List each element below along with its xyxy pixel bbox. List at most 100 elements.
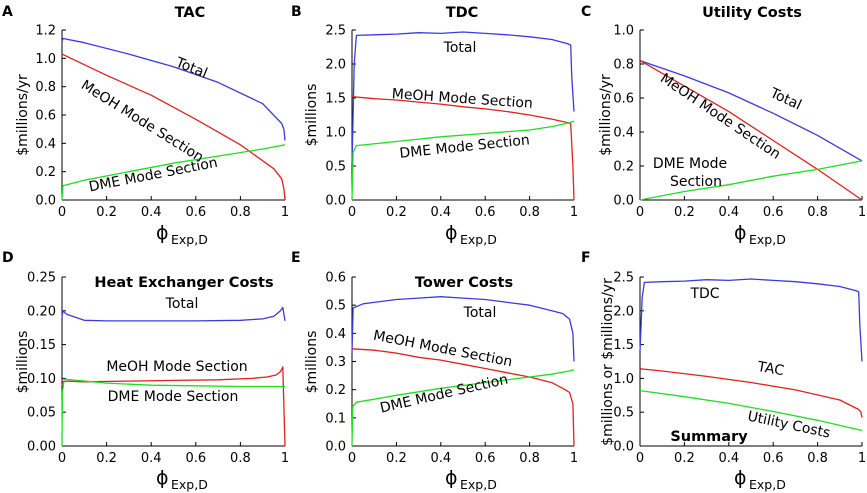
x-tick-label: 0.2 (386, 205, 407, 220)
x-axis-label-subscript: Exp,D (460, 477, 497, 492)
x-axis-label-symbol: ϕ (445, 467, 458, 489)
x-tick-label: 0.2 (674, 205, 695, 220)
y-tick-label: 1.0 (35, 52, 56, 67)
series-line-meoh-mode-section (351, 348, 575, 447)
panel-e: E Tower Costs $millions 0.00.10.20.30.40… (291, 250, 578, 492)
y-tick-label: 0.00 (27, 440, 56, 455)
x-tick-label: 0.8 (230, 205, 251, 220)
series-line-dme-mode-section (351, 369, 575, 447)
x-tick-label: 1 (858, 451, 866, 466)
panel-letter: D (2, 250, 14, 266)
x-tick-label: 0.4 (718, 451, 739, 466)
series-line-dme-mode-section (61, 378, 285, 447)
y-tick-label: 0.0 (325, 440, 346, 455)
y-tick-label: 1.2 (35, 24, 56, 39)
panel-a: A TAC $millions/yr 0.0 0.2 0.4 0.6 0.8 1.0 1.2… (2, 4, 289, 247)
y-tick-label: 2.5 (613, 271, 634, 286)
annotation-total: Total (767, 85, 804, 114)
y-tick-label: 2.0 (613, 304, 634, 319)
y-axis-label: $millions/yr (598, 74, 614, 156)
y-tick-label: 0.6 (613, 92, 634, 107)
y-tick-label: 0.0 (325, 194, 346, 209)
series-line-total (639, 59, 863, 162)
y-tick-label: 0.0 (35, 194, 56, 209)
series-line-dme-mode-section (639, 160, 863, 201)
series-line-total (61, 306, 286, 322)
y-tick-label: 0.4 (613, 126, 634, 141)
plot-area: 0.00 0.05 0.10 0.15 0.20 0.25 0 0.2 0.4 0.6 0.8 1 (27, 271, 289, 467)
panel-d: D Heat Exchanger Costs $millions 0.000.0… (2, 250, 289, 492)
y-tick-label: 0.1 (325, 411, 346, 426)
y-tick-label: 1.0 (613, 24, 634, 39)
y-tick-label: 0.2 (325, 383, 346, 398)
x-axis-label-symbol: ϕ (445, 222, 458, 244)
x-tick-label: 0.6 (763, 451, 784, 466)
x-tick-label: 0.2 (96, 451, 117, 466)
x-axis-label-subscript: Exp,D (749, 232, 786, 247)
x-tick-label: 0.4 (141, 205, 162, 220)
annotation-total: Total (443, 40, 477, 56)
x-tick-label: 0 (636, 205, 644, 220)
y-tick-label: 0.3 (325, 355, 346, 370)
x-tick-label: 1 (858, 205, 866, 220)
y-tick-label: 0.6 (325, 271, 346, 286)
series-line-tac (639, 368, 863, 418)
x-tick-label: 0.6 (185, 205, 206, 220)
series-line-meoh-mode-section (61, 53, 286, 201)
panel-title: TAC (175, 5, 206, 21)
series-line-dme-mode-section (61, 144, 286, 201)
x-tick-label: 1 (281, 451, 289, 466)
y-tick-label: 0.6 (35, 109, 56, 124)
series-line-utility-costs (639, 389, 863, 432)
plot-area: 0.0 0.2 0.4 0.6 0.8 1.0 0 0.2 0.4 0.6 0.8 1 (613, 24, 866, 221)
x-tick-label: 0 (348, 205, 356, 220)
y-tick-label: 0.0 (613, 440, 634, 455)
series-line-meoh-mode-section (351, 95, 575, 201)
annotation-meoh: MeOH Mode Section (657, 71, 783, 163)
x-tick-label: 1 (281, 205, 289, 220)
y-tick-label: 1.5 (613, 338, 634, 353)
plot-area: 0.0 0.5 1.0 1.5 2.0 2.5 0 0.2 0.4 0.6 0.8 1 (613, 271, 866, 467)
x-axis-label-symbol: ϕ (156, 467, 169, 489)
annotation-dme-line1: DME Mode (653, 156, 727, 172)
annotation-meoh: MeOH Mode Section (106, 359, 247, 375)
x-tick-label: 0.8 (807, 451, 828, 466)
series-line-total (351, 296, 575, 362)
panel-title: Heat Exchanger Costs (94, 275, 273, 291)
y-tick-label: 0.8 (35, 80, 56, 95)
panel-letter: A (2, 4, 13, 20)
x-tick-label: 0 (58, 205, 66, 220)
plot-area: 0.0 0.5 1.0 1.5 2.0 2.5 0 0.2 0.4 0.6 0.8 1 (325, 24, 578, 221)
annotation-total: Total (165, 296, 199, 312)
annotation-dme: DME Mode Section (108, 389, 239, 405)
panel-letter: F (581, 250, 591, 266)
panel-title: Tower Costs (415, 275, 513, 291)
panel-title: Utility Costs (702, 5, 802, 21)
x-tick-label: 0.2 (386, 451, 407, 466)
y-tick-label: 1.0 (613, 372, 634, 387)
annotation-total: Total (463, 305, 497, 321)
plot-area: 0.0 0.1 0.2 0.3 0.4 0.5 0.6 0 0.2 0.4 0.6 0.8 1 (325, 271, 578, 467)
series-line-dme-mode-section (351, 120, 575, 201)
x-axis-label-subscript: Exp,D (749, 477, 786, 492)
annotation-dme: DME Mode Section (88, 155, 219, 196)
y-tick-label: 1.5 (325, 92, 346, 107)
y-tick-label: 0.5 (325, 299, 346, 314)
annotation-tdc: TDC (689, 286, 719, 302)
panel-title: TDC (446, 5, 479, 21)
y-tick-label: 0.0 (613, 194, 634, 209)
y-axis-label: $millions (304, 84, 320, 147)
plot-area: 0.0 0.2 0.4 0.6 0.8 1.0 1.2 0 0.2 0.4 0.6 0.8 1 (35, 24, 289, 221)
y-tick-label: 0.8 (613, 58, 634, 73)
x-tick-label: 0.8 (519, 451, 540, 466)
x-tick-label: 0.6 (185, 451, 206, 466)
annotation-tac: TAC (755, 359, 785, 380)
series-line-meoh-mode-section (61, 366, 286, 447)
series-line-meoh-mode-section (639, 60, 863, 201)
x-tick-label: 0.4 (430, 451, 451, 466)
annotation-dme: DME Mode Section (379, 372, 510, 417)
y-tick-label: 0.10 (27, 372, 56, 387)
x-axis-label-symbol: ϕ (156, 222, 169, 244)
y-tick-label: 0.5 (613, 406, 634, 421)
